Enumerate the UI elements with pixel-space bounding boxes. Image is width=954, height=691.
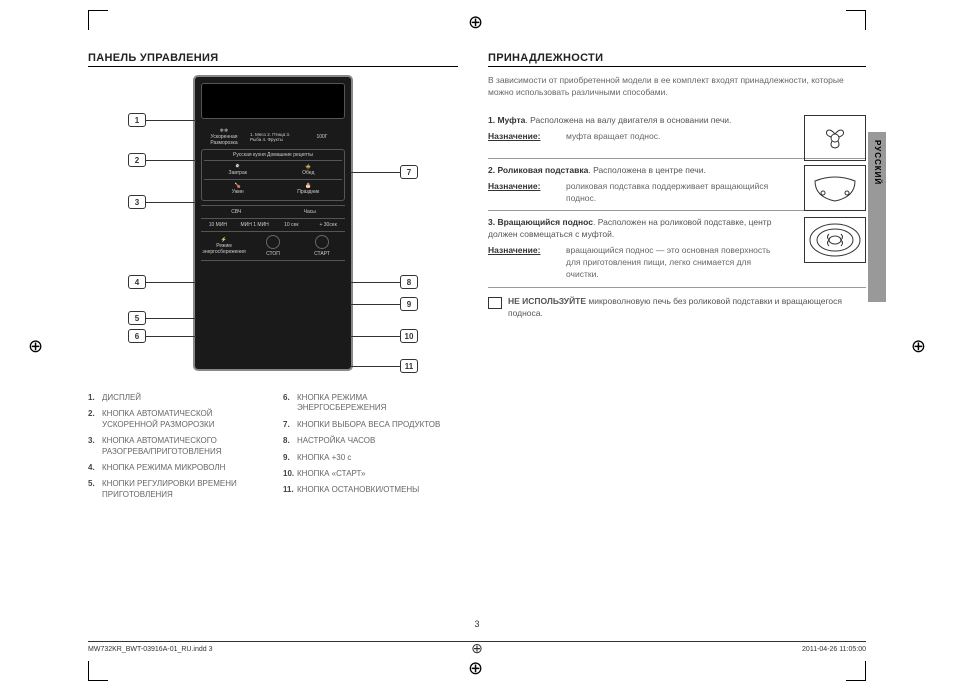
right-column: ПРИНАДЛЕЖНОСТИ В зависимости от приобрет… (488, 52, 866, 320)
registration-mark: ⊕ (911, 336, 926, 357)
crop-mark (846, 661, 866, 681)
crop-mark (88, 661, 108, 681)
callout-5: 5 (128, 311, 196, 325)
eco-btn: ⚡Режим энергосбережения (201, 237, 247, 255)
callout-4: 4 (128, 275, 196, 289)
footer-file: MW732KR_BWT-03916A-01_RU.indd 3 (88, 646, 213, 653)
lunch-btn: 🍲Обед (275, 164, 343, 176)
legend-item: 11.КНОПКА ОСТАНОВКИ/ОТМЕНЫ (283, 485, 458, 495)
accessory-icon (804, 165, 866, 211)
defrost-label: ❄❄Ускоренная Разморозка (201, 128, 247, 146)
legend-item: 7.КНОПКИ ВЫБОРА ВЕСА ПРОДУКТОВ (283, 420, 458, 430)
callout-10: 10 (350, 329, 418, 343)
callout-8: 8 (350, 275, 418, 289)
legend-item: 9.КНОПКА +30 с (283, 453, 458, 463)
callout-11: 11 (350, 359, 418, 373)
legend-list: 1.ДИСПЛЕЙ 2.КНОПКА АВТОМАТИЧЕСКОЙ УСКОРЕН… (88, 393, 458, 506)
accessory-item: 1. Муфта. Расположена на валу двигателя … (488, 109, 866, 159)
panel-display (201, 83, 345, 119)
footer-date: 2011-04-26 11:05:00 (802, 646, 866, 653)
microwave-btn: СВЧ (201, 209, 272, 215)
callout-1: 1 (128, 113, 196, 127)
callout-9: 9 (350, 297, 418, 311)
page-number: 3 (474, 619, 479, 629)
warning: НЕ ИСПОЛЬЗУЙТЕ микроволновую печь без ро… (488, 296, 866, 320)
legend-item: 2.КНОПКА АВТОМАТИЧЕСКОЙ УСКОРЕННОЙ РАЗМО… (88, 409, 263, 430)
language-label: РУССКИЙ (873, 140, 882, 185)
heading-control-panel: ПАНЕЛЬ УПРАВЛЕНИЯ (88, 52, 458, 67)
accessory-icon (804, 115, 866, 161)
heading-accessories: ПРИНАДЛЕЖНОСТИ (488, 52, 866, 67)
holiday-btn: 🎂Праздник (275, 183, 343, 195)
registration-mark: ⊕ (468, 12, 483, 33)
food-list: 1. Мясо 2. Птица 3. Рыба 4. Фрукты (250, 132, 296, 143)
registration-mark: ⊕ (28, 336, 43, 357)
left-column: ПАНЕЛЬ УПРАВЛЕНИЯ ❄❄Ускоренная Разморозк… (88, 52, 458, 506)
legend-item: 8.НАСТРОЙКА ЧАСОВ (283, 436, 458, 446)
legend-item: 3.КНОПКА АВТОМАТИЧЕСКОГО РАЗОГРЕВА/ПРИГО… (88, 436, 263, 457)
crop-mark (846, 10, 866, 30)
legend-item: 4.КНОПКА РЕЖИМА МИКРОВОЛН (88, 463, 263, 473)
dinner-btn: 🍗Ужин (204, 183, 272, 195)
callout-3: 3 (128, 195, 196, 209)
legend-item: 10.КНОПКА «СТАРТ» (283, 469, 458, 479)
recipes-section: Русская кухня Домашние рецепты 🍳Завтрак … (201, 149, 345, 201)
registration-mark: ⊕ (471, 640, 483, 657)
registration-mark: ⊕ (468, 658, 483, 679)
control-panel: ❄❄Ускоренная Разморозка 1. Мясо 2. Птица… (193, 75, 353, 371)
callout-7: 7 (350, 165, 418, 179)
clock-btn: Часы (275, 209, 346, 215)
accessory-icon (804, 217, 866, 263)
legend-item: 6.КНОПКА РЕЖИМА ЭНЕРГОСБЕРЕЖЕНИЯ (283, 393, 458, 414)
accessory-item: 2. Роликовая подставка. Расположена в це… (488, 159, 866, 212)
breakfast-btn: 🍳Завтрак (204, 164, 272, 176)
warning-icon (488, 297, 502, 309)
legend-item: 5.КНОПКИ РЕГУЛИРОВКИ ВРЕМЕНИ ПРИГОТОВЛЕН… (88, 479, 263, 500)
legend-item: 1.ДИСПЛЕЙ (88, 393, 263, 403)
callout-2: 2 (128, 153, 196, 167)
weight-label: 100Г (299, 134, 345, 140)
callout-6: 6 (128, 329, 196, 343)
accessory-item: 3. Вращающийся поднос. Расположен на рол… (488, 211, 866, 287)
stop-btn: СТОП (250, 235, 296, 257)
control-panel-figure: ❄❄Ускоренная Разморозка 1. Мясо 2. Птица… (88, 75, 458, 385)
crop-mark (88, 10, 108, 30)
footer: MW732KR_BWT-03916A-01_RU.indd 3 ⊕ 2011-0… (88, 641, 866, 653)
intro-text: В зависимости от приобретенной модели в … (488, 75, 866, 99)
start-btn: СТАРТ (299, 235, 345, 257)
